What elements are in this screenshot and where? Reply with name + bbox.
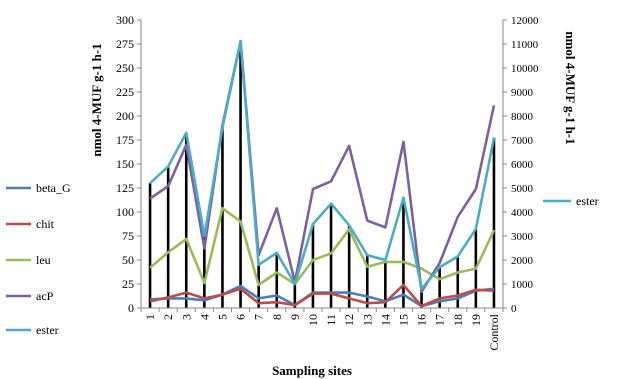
- left-tick-label: 275: [116, 37, 134, 51]
- right-tick-label: 9000: [511, 87, 534, 99]
- right-tick-label: 7000: [511, 135, 534, 147]
- right-tick-label: 3000: [511, 231, 534, 243]
- x-tick-label: 9: [288, 314, 302, 320]
- right-tick-label: 6000: [511, 159, 534, 171]
- x-tick-label: 14: [378, 314, 392, 326]
- x-tick-label: 6: [234, 314, 248, 320]
- x-tick-label: 8: [270, 314, 284, 320]
- x-axis-label: Sampling sites: [272, 363, 352, 378]
- x-tick-label: 7: [252, 314, 266, 320]
- plot-area: 0255075100125150175200225250275300010002…: [116, 13, 539, 351]
- x-tick-label: 4: [197, 314, 211, 320]
- x-tick-label: 17: [433, 314, 447, 326]
- left-tick-label: 225: [116, 85, 134, 99]
- left-tick-label: 175: [116, 133, 134, 147]
- series-line-acp: [149, 39, 496, 294]
- x-tick-label: 5: [215, 314, 229, 320]
- x-tick-label: 2: [161, 314, 175, 320]
- y-axis-label-left: nmol 4-MUF g-1 h-1: [89, 43, 104, 156]
- legend-label: acP: [36, 289, 54, 303]
- line-series: [149, 39, 496, 308]
- x-tick-label: 19: [469, 314, 483, 326]
- left-tick-label: 150: [116, 157, 134, 171]
- legend-label: beta_G: [36, 181, 71, 195]
- right-tick-label: 5000: [511, 183, 534, 195]
- left-tick-label: 300: [116, 13, 134, 27]
- axes: 0255075100125150175200225250275300010002…: [116, 13, 539, 351]
- x-tick-label: 16: [415, 314, 429, 326]
- left-tick-label: 125: [116, 181, 134, 195]
- right-legend-label: ester: [576, 194, 599, 208]
- right-tick-label: 12000: [511, 15, 539, 27]
- x-tick-label: 15: [396, 314, 410, 326]
- right-tick-label: 10000: [511, 63, 539, 75]
- x-tick-label: 3: [179, 314, 193, 320]
- x-tick-label: 12: [342, 314, 356, 326]
- series-line-beta-g: [150, 284, 495, 308]
- x-tick-label: Control: [487, 313, 501, 350]
- right-tick-label: 2000: [511, 255, 534, 267]
- x-tick-label: 10: [306, 314, 320, 326]
- series-line-ester: [149, 40, 496, 291]
- x-tick-label: 18: [451, 314, 465, 326]
- left-tick-label: 200: [116, 109, 134, 123]
- legend-label: leu: [36, 253, 51, 267]
- left-tick-label: 250: [116, 61, 134, 75]
- right-tick-label: 11000: [511, 39, 539, 51]
- bar-series: [148, 41, 496, 308]
- legend-label: ester: [36, 323, 59, 337]
- x-tick-label: 1: [143, 314, 157, 320]
- legend-label: chit: [36, 217, 55, 231]
- right-tick-label: 4000: [511, 207, 534, 219]
- left-tick-label: 0: [128, 301, 134, 315]
- left-tick-label: 25: [122, 277, 134, 291]
- series-line-chit: [149, 283, 495, 308]
- series-line-leu: [149, 206, 496, 287]
- x-tick-label: 11: [324, 314, 338, 326]
- left-tick-label: 100: [116, 205, 134, 219]
- right-tick-label: 8000: [511, 111, 534, 123]
- right-tick-label: 0: [511, 303, 517, 315]
- left-tick-label: 75: [122, 229, 134, 243]
- y-axis-label-right: nmol 4-MUF g-1 h-1: [563, 31, 578, 144]
- x-tick-label: 13: [360, 314, 374, 326]
- right-tick-label: 1000: [511, 279, 534, 291]
- left-tick-label: 50: [122, 253, 134, 267]
